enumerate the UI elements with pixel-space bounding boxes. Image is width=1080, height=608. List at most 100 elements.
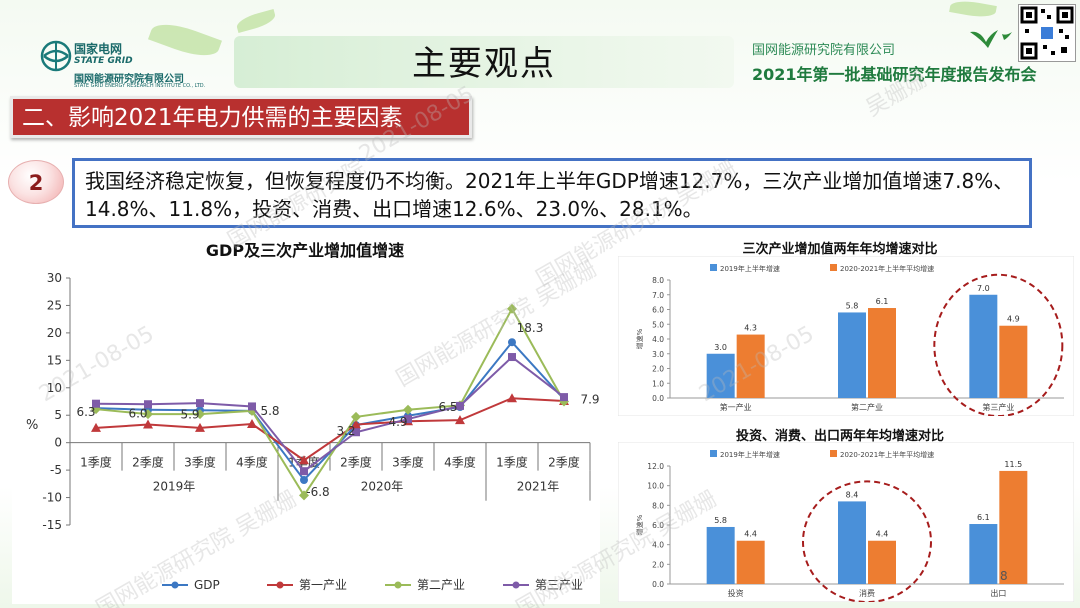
x-tick-label: 投资 (728, 588, 744, 598)
demand-bar-chart: 2019年上半年增速 2020-2021年上半年平均增速 0.0 2.0 4.0 6.0 8… (618, 442, 1074, 602)
data-label: 7.9 (580, 392, 599, 406)
y-tick-label: 6.0 (652, 521, 664, 530)
y-tick-label: 12.0 (647, 462, 664, 471)
tertiary-industry-point (352, 428, 360, 437)
y-tick-label: 10 (47, 381, 62, 395)
y-tick-label: 2.0 (652, 560, 664, 569)
y-axis-label: 增速% (635, 328, 644, 349)
secondary-industry-point (195, 409, 205, 420)
logo-institute-en: STATE GRID ENERGY RESEARCH INSTITUTE CO.… (74, 83, 206, 89)
legend-label: 2020-2021年上半年平均增速 (840, 450, 934, 459)
primary-industry-point (143, 419, 153, 429)
y-tick-label: 0.0 (652, 580, 664, 589)
gdp-point (508, 338, 516, 347)
y-tick-label: 8.0 (652, 501, 664, 510)
primary-industry-point (299, 455, 309, 465)
industry-bar-chart: 2019年上半年增速 2020-2021年上半年平均增速 0.0 1.0 2.0 3.0 4… (618, 256, 1074, 416)
y-tick-label: 3.0 (652, 350, 664, 359)
x-tick-label: 1季度 (80, 455, 112, 470)
y-tick-label: -10 (42, 491, 62, 505)
series-line-3 (95, 355, 565, 473)
y-tick-label: 0.0 (652, 394, 664, 403)
bar-0 (838, 312, 866, 398)
x-tick-label: 2季度 (548, 455, 580, 470)
gdp-line-chart: -15 -10 -5 0 5 10 15 20 25 30% 1季度 2季度 3季度 4季度 1季度 2季度 3… (12, 260, 600, 604)
legend-swatch-1 (830, 264, 837, 271)
legend-label: 第三产业 (535, 578, 583, 592)
bar-value-label: 6.1 (876, 297, 889, 306)
tertiary-industry-point (456, 401, 464, 410)
data-label: 18.3 (517, 321, 544, 335)
y-tick-label: 10.0 (647, 482, 664, 491)
y-tick-label: -15 (42, 518, 62, 532)
tertiary-industry-point (560, 393, 568, 402)
legend-swatch-1 (830, 450, 837, 457)
data-label: 6.5 (438, 400, 457, 414)
bar-value-label: 7.0 (977, 284, 990, 293)
bar-0 (838, 501, 866, 584)
data-label: 3.2 (336, 424, 355, 438)
primary-industry-point (195, 422, 205, 432)
key-point-text: 我国经济稳定恢复，但恢复程度仍不均衡。2021年上半年GDP增速12.7%，三次… (72, 158, 1032, 228)
data-label: 4.9 (388, 415, 407, 429)
legend-label: 2019年上半年增速 (720, 450, 780, 459)
x-tick-label: 第一产业 (720, 402, 752, 412)
bar-1 (999, 325, 1028, 398)
bar-value-label: 6.1 (977, 513, 990, 522)
section-banner (10, 96, 472, 138)
bird-logo-icon (970, 30, 1012, 48)
bar-value-label: 4.9 (1007, 315, 1020, 324)
tertiary-industry-point (92, 399, 100, 408)
bar-value-label: 3.0 (714, 343, 727, 352)
logo-institute: 国网能源研究院有限公司 (74, 74, 184, 85)
primary-industry-point (351, 419, 361, 429)
x-group-label: 2021年 (517, 480, 560, 494)
legend-marker-1 (276, 581, 284, 589)
tertiary-industry-point (300, 467, 308, 476)
logo-text-en: STATE GRID (74, 56, 133, 66)
data-label: 6.0 (128, 407, 147, 421)
y-tick-label: 5 (54, 408, 62, 422)
bar-value-label: 4.3 (744, 324, 757, 333)
legend-marker-3 (512, 581, 520, 589)
x-group-label: 2020年 (361, 480, 404, 494)
y-tick-label: 0 (54, 436, 62, 450)
x-tick-label: 1季度 (496, 455, 528, 470)
page-number: 8 (1000, 569, 1008, 583)
point-number-badge: 2 (8, 160, 64, 204)
bar-value-label: 11.5 (1004, 460, 1022, 469)
chart-background (12, 260, 600, 604)
legend-swatch-0 (710, 450, 717, 457)
primary-industry-point (247, 419, 257, 429)
legend-label: 第一产业 (299, 578, 347, 592)
bar-value-label: 5.8 (714, 516, 727, 525)
y-axis-label: 增速% (635, 514, 644, 535)
legend-marker-2 (394, 581, 402, 589)
x-tick-label: 4季度 (236, 455, 268, 470)
tertiary-industry-point (144, 400, 152, 409)
bar-value-label: 4.4 (876, 530, 889, 539)
tertiary-industry-point (404, 415, 412, 424)
primary-industry-point (455, 415, 465, 425)
y-tick-label: 7.0 (652, 291, 664, 300)
industry-chart-title: 三次产业增加值两年年均增速对比 (742, 242, 938, 257)
data-label: 5.8 (260, 404, 279, 418)
bar-value-label: 5.8 (846, 301, 859, 310)
legend-label: 2020-2021年上半年平均增速 (840, 264, 934, 273)
secondary-industry-point (403, 404, 413, 415)
legend-swatch-0 (710, 264, 717, 271)
gdp-chart-title: GDP及三次产业增加值增速 (205, 241, 405, 260)
bar-1 (736, 334, 765, 398)
series-line-1 (95, 397, 565, 462)
x-tick-label: 第二产业 (851, 402, 883, 412)
y-tick-label: 15 (47, 353, 62, 367)
legend-marker-0 (171, 581, 179, 589)
y-tick-label: 8.0 (652, 276, 664, 285)
data-label: 6.3 (76, 405, 95, 419)
bar-0 (969, 524, 998, 584)
legend-label: 2019年上半年增速 (720, 264, 780, 273)
legend-label: GDP (194, 578, 220, 592)
bar-1 (736, 540, 765, 584)
x-tick-label: 第三产业 (982, 402, 1014, 412)
y-tick-label: 20 (47, 326, 62, 340)
